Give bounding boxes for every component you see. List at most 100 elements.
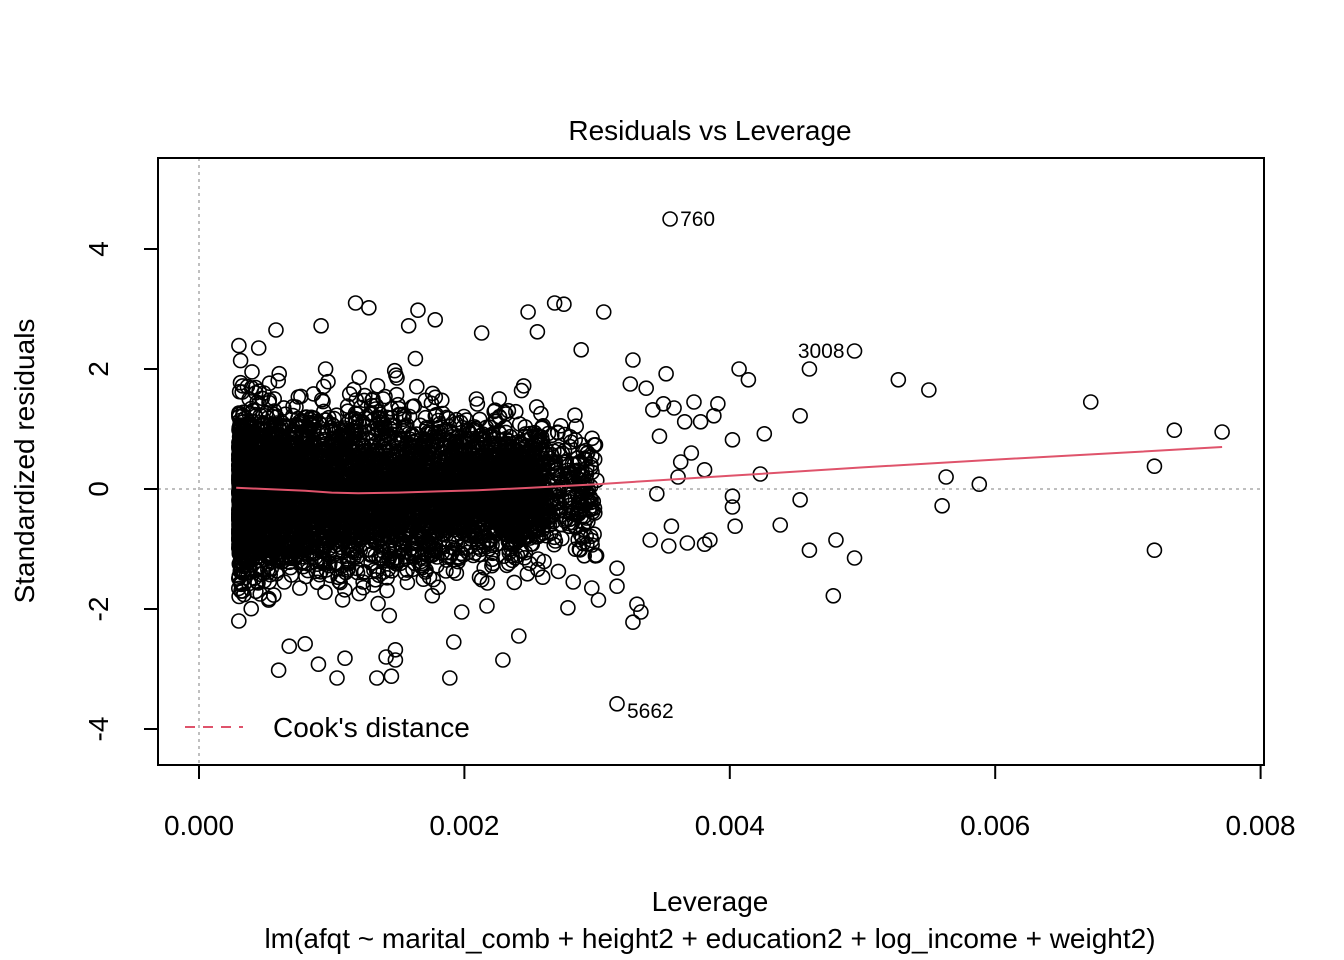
data-point [527,448,544,465]
data-point [373,425,390,442]
data-point [407,350,424,367]
data-point [585,493,602,510]
data-point [363,438,379,455]
data-point [234,553,250,570]
data-point [285,513,302,529]
data-point [334,592,351,608]
data-point [254,420,271,437]
data-point [498,406,514,422]
data-point [478,450,495,467]
data-point [311,566,328,583]
data-point [305,386,322,402]
data-point [479,575,496,591]
data-point [438,563,454,579]
data-point [433,503,450,519]
data-point [414,555,431,572]
data-point [267,532,284,549]
data-point [581,501,598,518]
data-point [313,530,330,547]
data-point [448,565,465,582]
data-point [502,515,519,532]
data-point [449,498,466,515]
data-point [387,476,404,492]
data-point [277,446,294,463]
data-point [451,474,467,490]
data-point [451,550,467,567]
data-point [271,420,288,437]
data-point [460,423,477,439]
data-point [382,506,399,523]
data-point [248,446,265,462]
data-point [481,427,498,444]
data-point [359,507,375,523]
data-point [317,361,334,377]
data-point [471,411,488,428]
data-point [430,412,446,429]
data-point [507,446,524,463]
data-point [379,467,396,484]
data-point [522,523,539,539]
data-point [464,430,481,447]
data-point [390,396,406,413]
data-point [317,512,334,529]
data-point [336,582,353,598]
data-point [468,391,485,407]
data-point [526,437,542,454]
data-point [460,517,476,534]
data-point [519,527,535,543]
data-point [552,417,569,434]
data-point [522,453,538,470]
data-point [519,565,536,582]
data-point [320,373,336,390]
data-point [444,539,460,556]
data-point [327,423,343,439]
data-point [506,441,523,458]
data-point [380,472,396,489]
data-point [232,352,249,369]
data-point [253,456,270,473]
data-point [397,565,414,581]
data-point [482,428,499,445]
data-point [480,471,496,487]
data-point [358,442,375,459]
data-point [286,458,303,475]
data-point [271,365,288,382]
data-point [486,470,503,487]
data-point [287,491,304,508]
data-point [341,412,358,429]
data-point [235,558,251,575]
data-point [419,515,436,531]
data-point [440,548,457,565]
data-point [269,459,285,476]
data-point [348,560,365,577]
data-point [294,534,310,551]
data-point [504,552,521,569]
data-point [469,396,486,412]
data-point [466,509,482,526]
data-point [389,531,406,548]
data-point [389,432,405,449]
data-point [233,417,249,434]
data-point [232,374,249,391]
data-point [285,398,301,415]
data-point [249,573,265,590]
data-point [356,387,373,404]
data-point [491,493,508,510]
data-point [503,439,520,456]
data-point [367,547,384,564]
data-point [456,408,472,425]
data-point [234,378,251,394]
data-point [563,434,579,450]
data-point [574,464,591,481]
data-point [388,549,405,566]
data-point [429,433,445,450]
data-point [246,570,263,587]
data-point [498,454,515,471]
data-point [317,412,333,428]
data-point [534,569,551,586]
data-point [515,488,532,505]
data-point [262,475,279,492]
data-point [357,410,373,427]
data-point [367,524,384,540]
data-point [261,392,278,409]
